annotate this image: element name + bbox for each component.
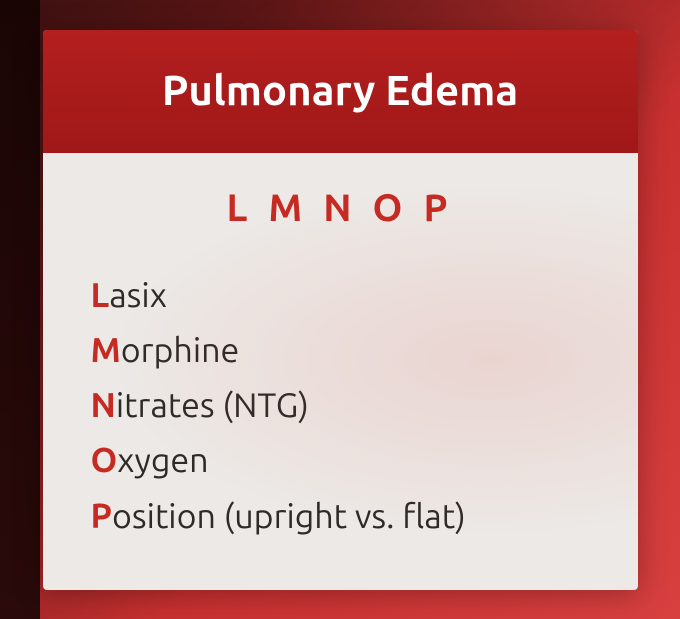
mnemonic-letter: N — [91, 386, 116, 424]
list-item: Oxygen — [91, 436, 590, 485]
mnemonic-acronym: L M N O P — [91, 187, 590, 229]
list-item: Lasix — [91, 271, 590, 320]
mnemonic-list: LasixMorphineNitrates (NTG)OxygenPositio… — [91, 271, 590, 541]
card-header: Pulmonary Edema — [43, 30, 638, 153]
list-item: Morphine — [91, 326, 590, 375]
card-body: L M N O P LasixMorphineNitrates (NTG)Oxy… — [43, 153, 638, 567]
mnemonic-text: orphine — [121, 331, 240, 369]
mnemonic-text: asix — [109, 276, 167, 314]
mnemonic-letter: L — [91, 276, 110, 314]
mnemonic-text: itrates (NTG) — [116, 386, 309, 424]
mnemonic-text: osition (upright vs. flat) — [112, 497, 466, 535]
mnemonic-text: xygen — [117, 441, 208, 479]
info-card: Pulmonary Edema L M N O P LasixMorphineN… — [43, 30, 638, 590]
mnemonic-letter: O — [91, 441, 118, 479]
list-item: Nitrates (NTG) — [91, 381, 590, 430]
mnemonic-letter: M — [91, 331, 121, 369]
list-item: Position (upright vs. flat) — [91, 492, 590, 541]
mnemonic-letter: P — [91, 497, 113, 535]
